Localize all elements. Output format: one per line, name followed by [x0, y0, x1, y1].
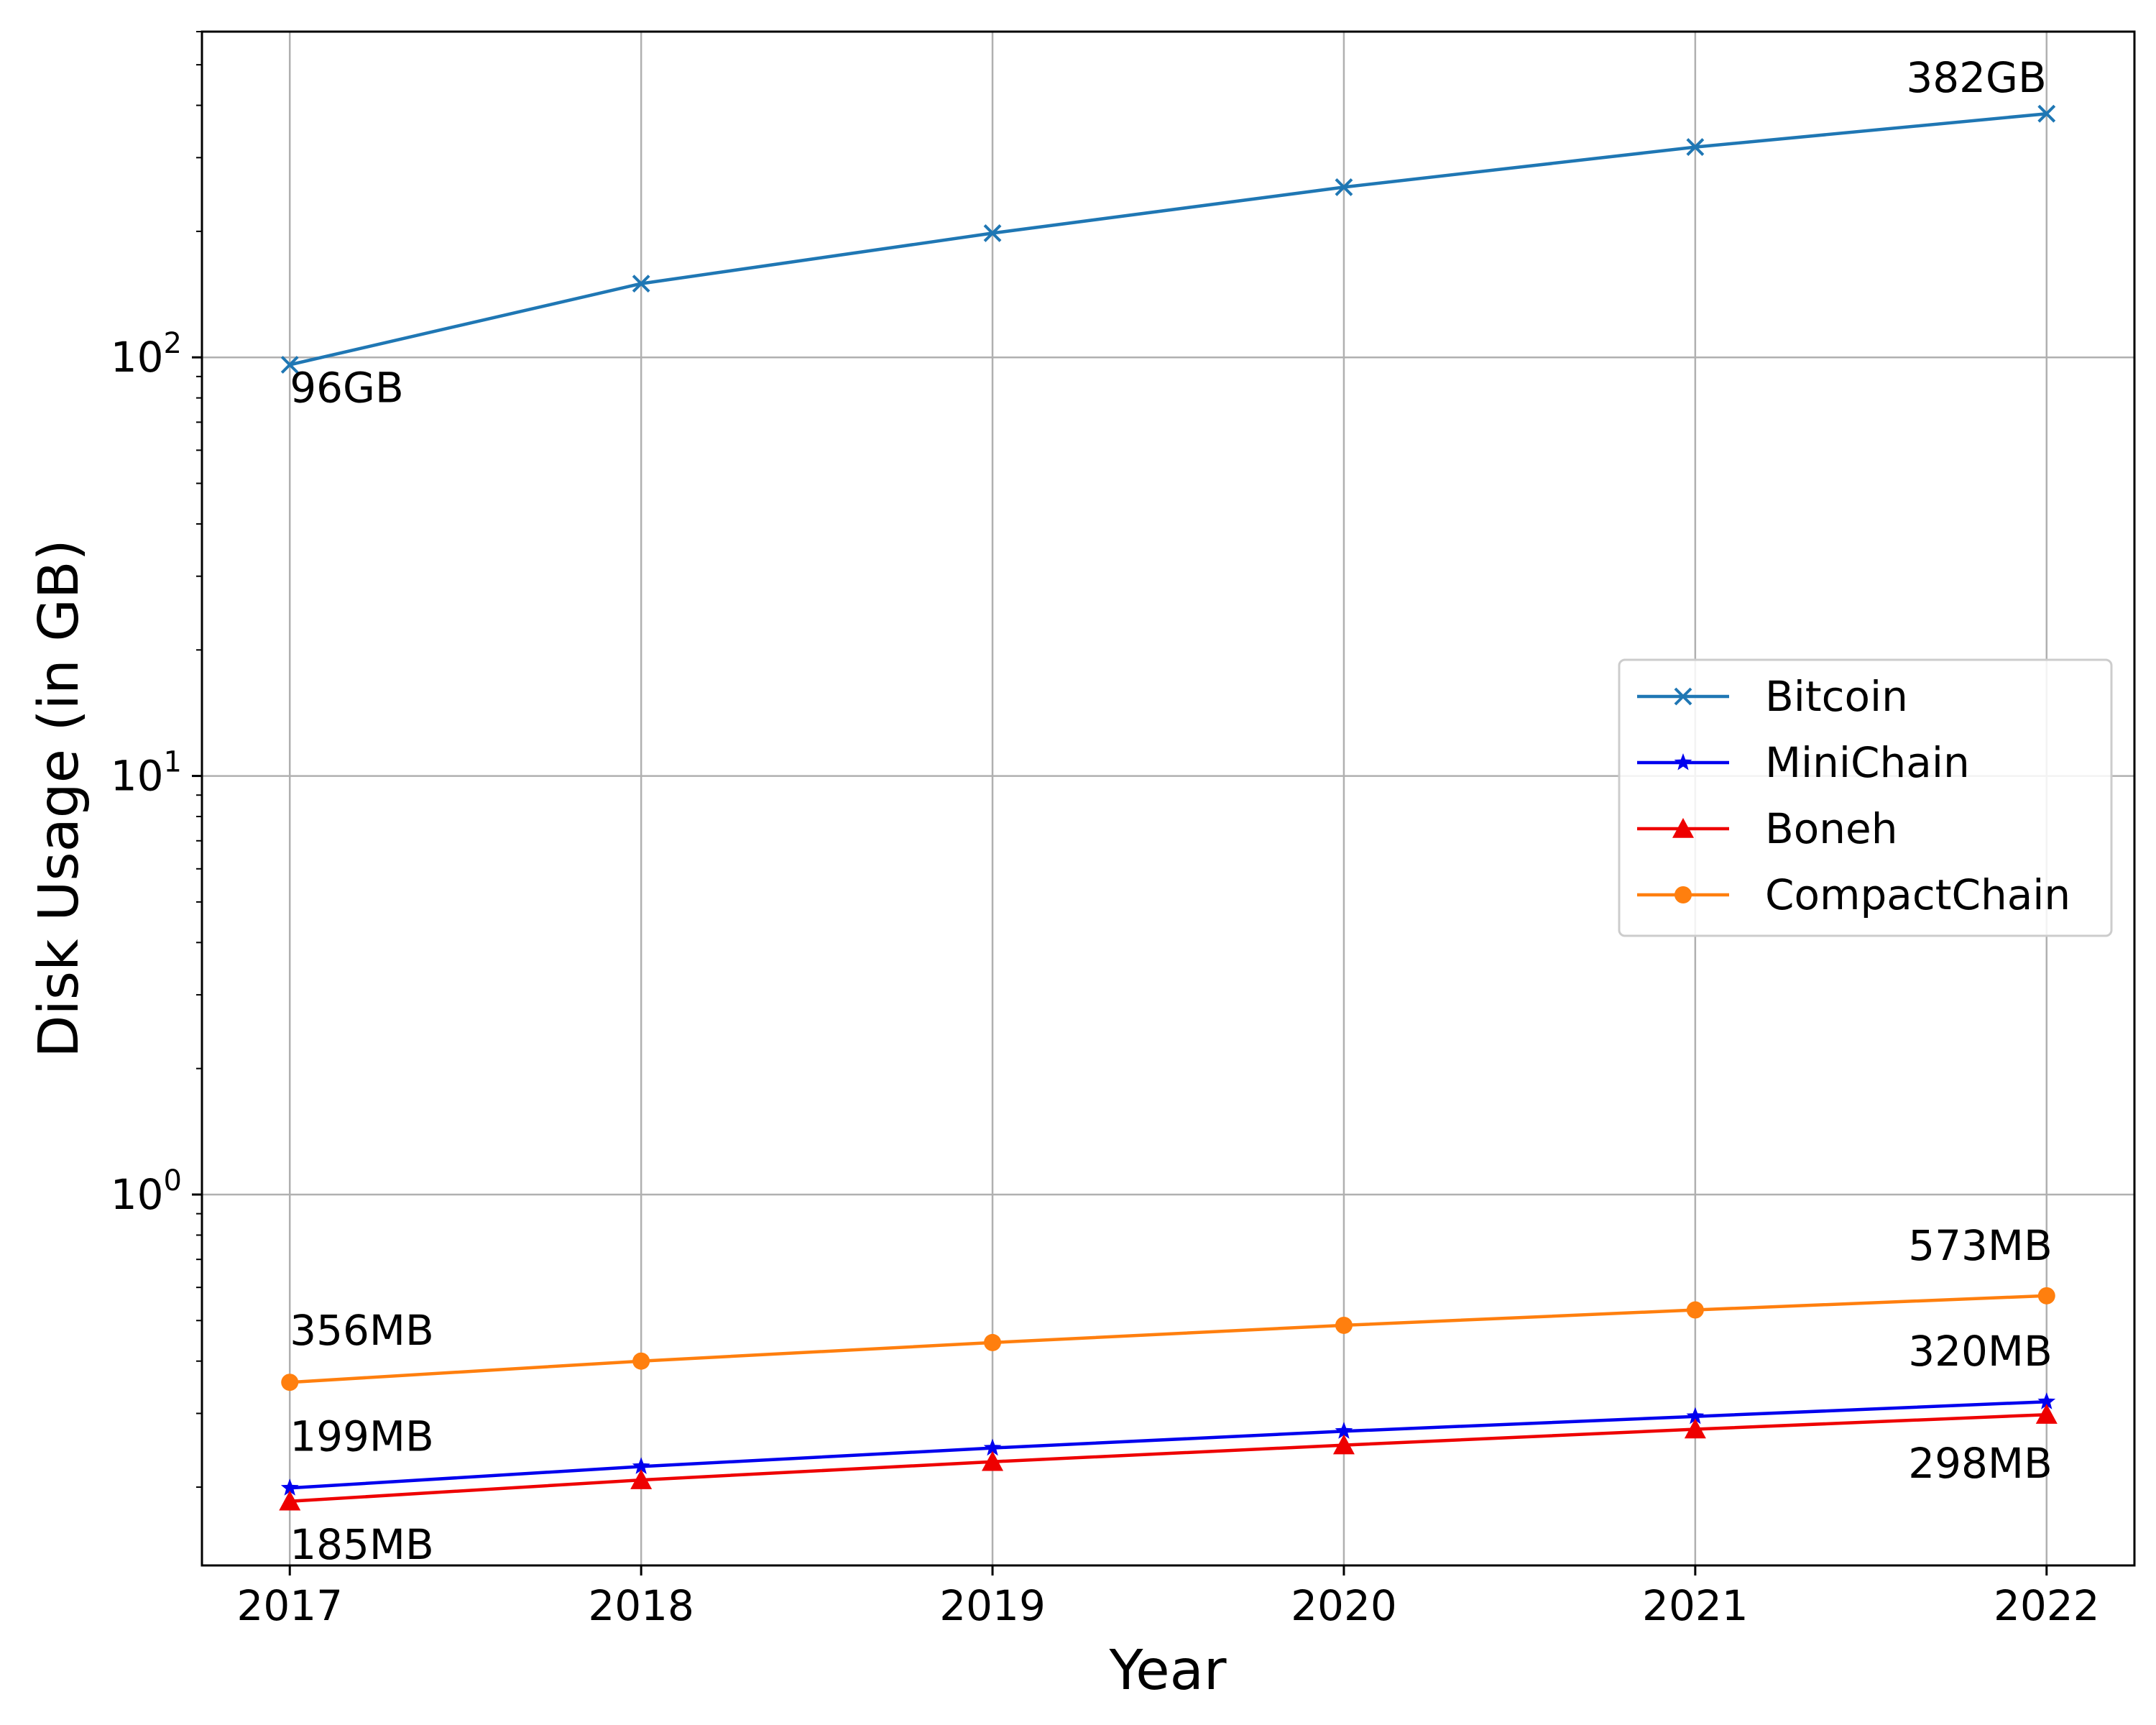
data-point-minichain	[632, 1457, 650, 1474]
legend: Bitcoin MiniChain Boneh CompactChain	[1618, 658, 2113, 937]
data-label: 356MB	[290, 1306, 434, 1355]
series-minichain	[280, 1392, 2056, 1496]
x-tick-label: 2021	[1642, 1581, 1749, 1630]
x-axis: 2017 2018 2019 2020 2021 2022	[236, 1565, 2100, 1630]
legend-item-boneh: Boneh	[1637, 804, 1897, 853]
data-point-compactchain	[1686, 1301, 1704, 1319]
data-point-boneh	[1684, 1418, 1706, 1439]
data-label: 96GB	[290, 364, 404, 413]
legend-label: MiniChain	[1765, 738, 1970, 787]
data-label: 320MB	[1908, 1327, 2053, 1376]
data-point-bitcoin	[1335, 178, 1353, 196]
data-point-compactchain	[2037, 1287, 2055, 1305]
data-point-minichain	[1686, 1407, 1705, 1425]
legend-marker	[1674, 687, 1692, 706]
legend-label: Boneh	[1765, 804, 1897, 853]
legend-item-compactchain: CompactChain	[1637, 870, 2070, 919]
data-point-boneh	[2035, 1404, 2058, 1424]
legend-label: CompactChain	[1765, 870, 2070, 919]
x-tick-label: 2020	[1291, 1581, 1397, 1630]
data-point-bitcoin	[983, 224, 1002, 242]
series-line-bitcoin	[289, 111, 2047, 367]
data-annotations: 96GB 382GB 356MB 573MB 199MB 320MB 185MB 298MB	[290, 53, 2053, 1569]
series-layer	[279, 104, 2058, 1511]
y-tick-label: 101	[111, 746, 182, 801]
x-tick-label: 2019	[939, 1581, 1046, 1630]
x-axis-title: Year	[1108, 1639, 1226, 1703]
data-point-bitcoin	[1686, 138, 1705, 156]
data-point-boneh	[1332, 1434, 1355, 1455]
y-axis-title: Disk Usage (in GB)	[27, 539, 91, 1058]
x-tick-label: 2017	[236, 1581, 343, 1630]
series-boneh	[279, 1404, 2058, 1511]
data-point-compactchain	[632, 1352, 650, 1370]
x-tick-label: 2022	[1994, 1581, 2100, 1630]
series-line-minichain	[290, 1399, 2047, 1490]
data-point-bitcoin	[632, 275, 650, 293]
series-bitcoin	[280, 104, 2056, 374]
data-point-compactchain	[984, 1333, 1002, 1351]
y-tick-label: 102	[111, 327, 182, 382]
data-point-compactchain	[1335, 1316, 1353, 1334]
legend-marker	[1672, 818, 1694, 838]
data-point-compactchain	[281, 1374, 299, 1392]
series-line-compactchain	[290, 1294, 2047, 1384]
plot-frame	[201, 30, 2136, 1567]
legend-marker	[1674, 886, 1692, 903]
data-point-boneh	[982, 1450, 1004, 1471]
data-point-minichain	[2037, 1392, 2056, 1409]
x-tick-label: 2018	[588, 1581, 694, 1630]
series-line-boneh	[290, 1412, 2047, 1504]
data-point-minichain	[1335, 1422, 1353, 1439]
data-label: 199MB	[290, 1412, 434, 1460]
legend-label: Bitcoin	[1765, 672, 1908, 721]
legend-box	[1618, 658, 2113, 937]
data-point-boneh	[279, 1490, 301, 1511]
data-point-bitcoin	[2037, 104, 2056, 123]
data-label: 185MB	[290, 1520, 434, 1569]
data-label: 298MB	[1908, 1439, 2053, 1488]
data-point-minichain	[280, 1478, 299, 1496]
data-point-boneh	[630, 1469, 653, 1489]
legend-item-bitcoin: Bitcoin	[1637, 672, 1908, 721]
legend-marker	[1674, 753, 1692, 770]
data-point-bitcoin	[280, 356, 299, 374]
y-tick-label: 100	[111, 1164, 182, 1219]
legend-item-minichain: MiniChain	[1637, 738, 1970, 787]
series-compactchain	[281, 1287, 2055, 1392]
data-point-minichain	[983, 1438, 1002, 1456]
data-label: 382GB	[1906, 53, 2046, 102]
y-axis: 100 101 102	[111, 327, 202, 1219]
data-label: 573MB	[1908, 1221, 2053, 1270]
